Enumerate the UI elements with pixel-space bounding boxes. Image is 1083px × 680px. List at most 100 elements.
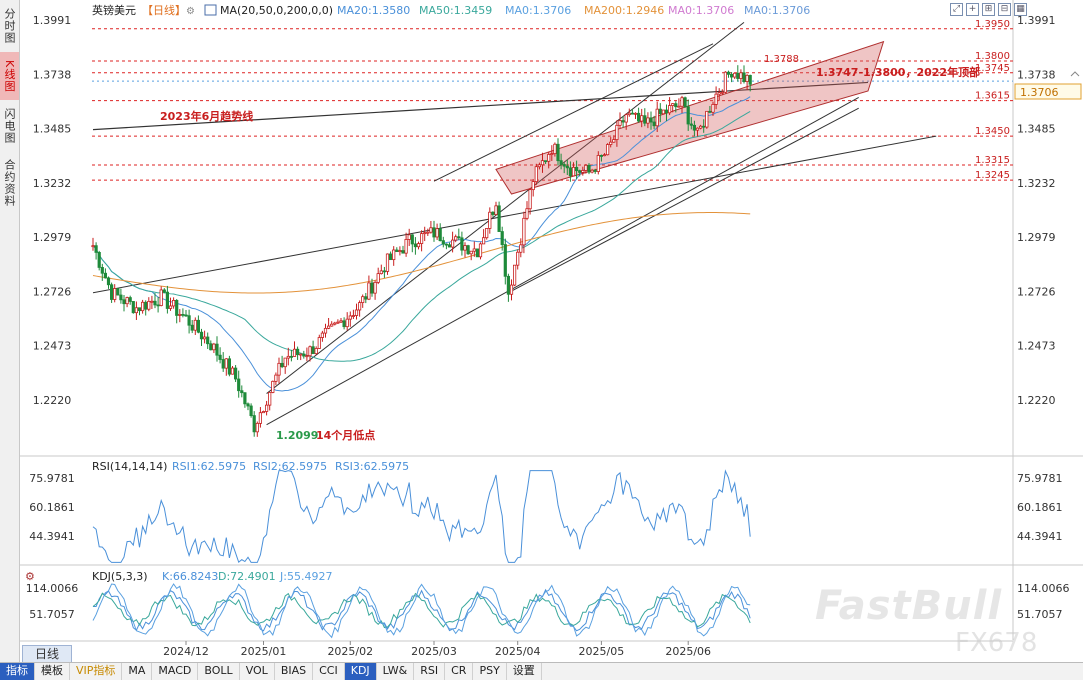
sidebar-item-contract-info[interactable]: 合约资料 bbox=[3, 159, 16, 207]
candle-body bbox=[730, 73, 734, 78]
candle-body bbox=[531, 181, 535, 191]
kdj-k-value: K:66.8243 bbox=[162, 570, 218, 583]
ma-legend-icon[interactable] bbox=[204, 4, 217, 16]
candle-body bbox=[178, 313, 182, 316]
candle-body bbox=[649, 117, 653, 123]
scroll-up-icon[interactable] bbox=[1070, 71, 1080, 77]
settings-icon[interactable]: ⚙ bbox=[186, 6, 195, 17]
candle-body bbox=[615, 124, 619, 141]
zoom-out-icon[interactable]: ⊟ bbox=[998, 3, 1011, 16]
candle-body bbox=[469, 250, 473, 255]
candle-body bbox=[227, 358, 231, 375]
level-label: 1.3950 bbox=[975, 19, 1010, 30]
candle-body bbox=[739, 72, 743, 79]
y-tick-left: 1.2979 bbox=[33, 231, 72, 244]
bottom-tab-12[interactable]: CR bbox=[445, 663, 474, 680]
period-tab[interactable]: 日线 bbox=[22, 645, 72, 663]
sidebar-item-kline[interactable]: K线图 bbox=[0, 52, 19, 100]
candle-body bbox=[438, 228, 442, 242]
bottom-tab-0[interactable]: 指标 bbox=[0, 663, 35, 680]
level-label: 1.3615 bbox=[975, 91, 1010, 102]
candle-body bbox=[246, 403, 250, 407]
candle-body bbox=[94, 245, 98, 253]
candle-body bbox=[454, 236, 458, 241]
candle-body bbox=[379, 270, 383, 275]
candle-body bbox=[320, 332, 325, 338]
candle-body bbox=[590, 169, 594, 173]
candle-body bbox=[97, 252, 101, 268]
bottom-tab-13[interactable]: PSY bbox=[473, 663, 507, 680]
candle-body bbox=[711, 104, 715, 113]
bottom-tab-2[interactable]: VIP指标 bbox=[70, 663, 123, 680]
kdj-settings-icon[interactable]: ⚙ bbox=[25, 570, 35, 583]
candle-body bbox=[723, 71, 728, 93]
candle-body bbox=[354, 309, 359, 316]
sidebar-item-flash[interactable]: 闪电图 bbox=[3, 108, 16, 144]
candle-body bbox=[516, 251, 520, 266]
candle-body bbox=[581, 170, 585, 173]
bottom-tab-5[interactable]: BOLL bbox=[198, 663, 240, 680]
candle-body bbox=[503, 244, 507, 277]
x-tick-label: 2025/03 bbox=[411, 645, 457, 658]
level-label: 1.3800 bbox=[975, 51, 1010, 62]
bottom-tab-6[interactable]: VOL bbox=[240, 663, 275, 680]
y-tick-left: 1.3485 bbox=[33, 123, 72, 136]
candle-body bbox=[323, 327, 328, 334]
bottom-tab-1[interactable]: 模板 bbox=[35, 663, 70, 680]
candle-body bbox=[407, 234, 411, 240]
watermark-code: FX678 bbox=[955, 628, 1038, 658]
candle-body bbox=[224, 358, 228, 369]
candle-body bbox=[125, 297, 129, 305]
candle-body bbox=[602, 154, 607, 157]
bottom-tab-8[interactable]: CCI bbox=[313, 663, 345, 680]
y-tick-right: 1.2726 bbox=[1017, 285, 1056, 298]
y-tick-right: 1.2979 bbox=[1017, 231, 1056, 244]
candle-body bbox=[147, 300, 151, 310]
candle-body bbox=[695, 127, 700, 131]
candle-body bbox=[705, 110, 709, 128]
rsi-line bbox=[92, 469, 751, 563]
y-tick-left: 1.3991 bbox=[33, 14, 72, 27]
candle-body bbox=[556, 143, 560, 162]
bottom-tab-9[interactable]: KDJ bbox=[344, 663, 377, 680]
bottom-tab-7[interactable]: BIAS bbox=[275, 663, 314, 680]
y-tick-left: 1.2220 bbox=[33, 394, 72, 407]
kdj-series bbox=[92, 583, 751, 639]
candle-body bbox=[637, 112, 641, 122]
candle-body bbox=[317, 337, 321, 349]
candle-body bbox=[305, 355, 309, 358]
zoom-in-icon[interactable]: ⊞ bbox=[982, 3, 995, 16]
candle-body bbox=[509, 284, 514, 295]
candle-body bbox=[717, 92, 721, 95]
candle-body bbox=[243, 392, 247, 405]
indicator-tab-bar: 指标 模板 VIP指标 MA MACD BOLL VOL BIAS CCI KDJ LW& RSI CR… bbox=[0, 662, 1083, 680]
crosshair-icon[interactable]: + bbox=[966, 3, 979, 16]
y-tick-left: 1.3738 bbox=[33, 68, 72, 81]
rsi-tick-left: 75.9781 bbox=[29, 472, 75, 485]
candle-body bbox=[351, 315, 356, 317]
candle-body bbox=[181, 313, 185, 316]
expand-icon[interactable]: ⤢ bbox=[950, 3, 963, 16]
level-label: 1.3745 bbox=[975, 63, 1010, 74]
candle-body bbox=[193, 319, 197, 331]
grid-icon[interactable]: ▦ bbox=[1014, 3, 1027, 16]
candle-body bbox=[466, 245, 470, 255]
candle-body bbox=[423, 232, 427, 235]
candle-body bbox=[481, 237, 486, 245]
rsi-tick-right: 44.3941 bbox=[1017, 530, 1063, 543]
bottom-tab-11[interactable]: RSI bbox=[414, 663, 446, 680]
candle-body bbox=[748, 74, 752, 85]
bottom-tab-14[interactable]: 设置 bbox=[507, 663, 542, 680]
candle-body bbox=[547, 154, 551, 162]
candle-body bbox=[621, 120, 625, 123]
sidebar-item-timeshare[interactable]: 分时图 bbox=[3, 8, 16, 44]
bottom-tab-3[interactable]: MA bbox=[122, 663, 153, 680]
candle-body bbox=[544, 160, 548, 163]
level-label: 1.3315 bbox=[975, 155, 1010, 166]
bottom-tab-4[interactable]: MACD bbox=[152, 663, 199, 680]
candle-body bbox=[271, 380, 275, 393]
candle-body bbox=[714, 93, 718, 105]
candle-body bbox=[426, 231, 430, 234]
bottom-tab-10[interactable]: LW& bbox=[377, 663, 415, 680]
